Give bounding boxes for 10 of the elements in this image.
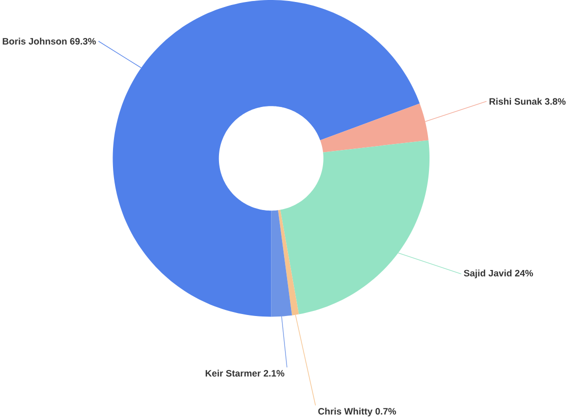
slice-label: Sajid Javid (464, 270, 512, 278)
data-label: 24% (515, 270, 534, 277)
data-label: 69.3% (70, 38, 96, 45)
data-label: 2.1% (264, 370, 284, 377)
slice-label: Boris Johnson (2, 38, 67, 45)
data-label: 0.7% (375, 408, 396, 415)
slice-label: Rishi Sunak (490, 98, 542, 105)
slice-label: Chris Whitty (318, 408, 373, 417)
data-label: 3.8% (544, 98, 566, 105)
slice-label: Keir Starmer (206, 370, 261, 377)
